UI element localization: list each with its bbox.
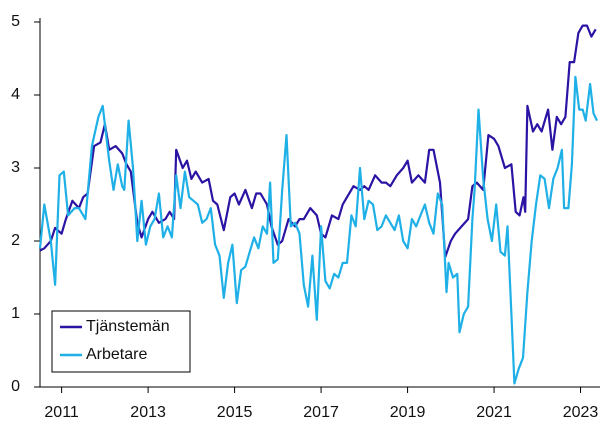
series-line [38, 75, 598, 385]
y-tick-label: 2 [11, 232, 20, 249]
y-tick-label: 1 [11, 305, 20, 322]
x-tick-label: 2011 [44, 404, 79, 421]
y-tick-label: 0 [11, 378, 20, 395]
legend-box [51, 310, 191, 373]
legend-label: Tjänstemän [86, 318, 170, 335]
x-tick-label: 2015 [217, 404, 253, 421]
y-tick-label: 5 [11, 13, 20, 30]
legend-label: Arbetare [86, 346, 147, 363]
x-tick-label: 2021 [476, 404, 512, 421]
x-tick-label: 2019 [390, 404, 426, 421]
y-tick-label: 4 [11, 86, 20, 103]
series-line [39, 24, 597, 259]
x-tick-label: 2017 [303, 404, 339, 421]
y-tick-label: 3 [11, 159, 20, 176]
x-tick-label: 2023 [563, 404, 599, 421]
x-tick-label: 2013 [130, 404, 166, 421]
